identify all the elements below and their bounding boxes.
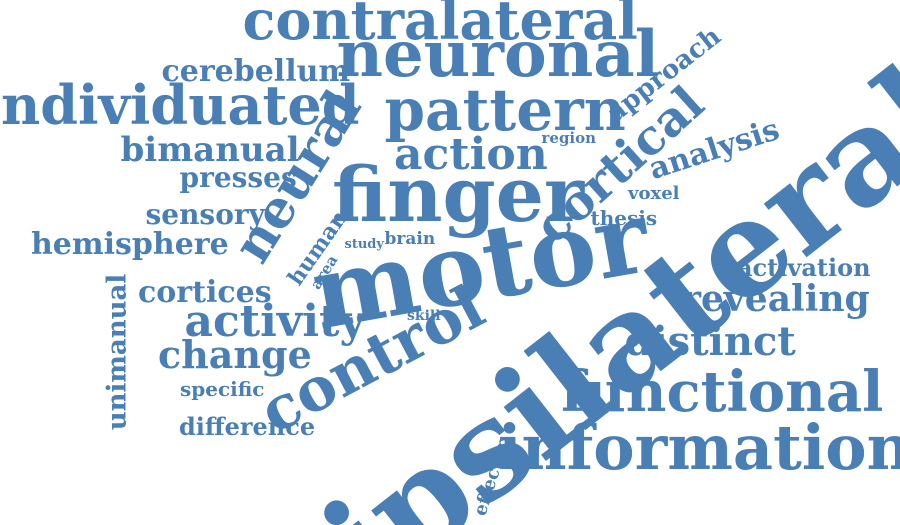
- word-contralateral: contralateral: [242, 0, 638, 52]
- word-activity: activity: [184, 296, 366, 347]
- word-distinct: distinct: [624, 318, 796, 365]
- word-neuronal: neuronal: [336, 17, 660, 92]
- word-difference: difference: [179, 412, 316, 441]
- word-brain: brain: [384, 228, 436, 249]
- word-specific: specific: [180, 377, 265, 401]
- word-study: study: [344, 236, 384, 252]
- word-thesis: thesis: [590, 206, 658, 230]
- word-hemisphere: hemisphere: [31, 227, 229, 262]
- word-action: action: [394, 129, 548, 180]
- word-finger: finger: [332, 150, 585, 239]
- word-region: region: [541, 128, 597, 147]
- word-information: information: [498, 411, 900, 484]
- word-activation: activation: [737, 253, 871, 282]
- word-revealing: revealing: [682, 278, 870, 320]
- word-bimanual: bimanual: [120, 130, 300, 170]
- word-cortices: cortices: [138, 275, 272, 310]
- word-presses: presses: [179, 161, 297, 194]
- word-voxel: voxel: [628, 183, 680, 204]
- word-change: change: [158, 332, 312, 377]
- word-individuated: individuated: [0, 73, 360, 137]
- word-pattern: pattern: [384, 76, 626, 144]
- word-skill: skill: [407, 308, 441, 324]
- word-functional: functional: [561, 359, 884, 425]
- word-cerebellum: cerebellum: [161, 54, 351, 89]
- word-unimanual: unimanual: [101, 273, 132, 431]
- word-sensory: sensory: [145, 198, 265, 231]
